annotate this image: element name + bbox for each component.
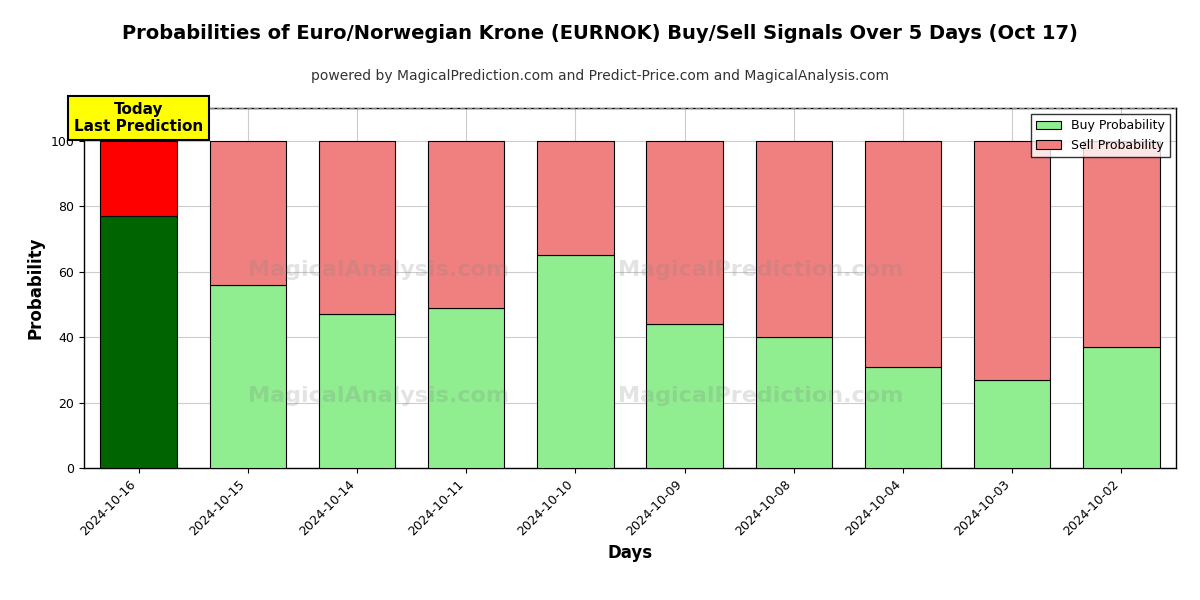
X-axis label: Days: Days (607, 544, 653, 562)
Bar (428, 141, 504, 308)
Bar (865, 141, 941, 367)
Text: MagicalPrediction.com: MagicalPrediction.com (618, 260, 904, 280)
Text: Today
Last Prediction: Today Last Prediction (74, 101, 203, 134)
Bar (756, 141, 832, 337)
Bar (974, 380, 1050, 468)
Text: MagicalPrediction.com: MagicalPrediction.com (618, 386, 904, 406)
Bar (428, 308, 504, 468)
Bar (319, 314, 395, 468)
Bar (756, 337, 832, 468)
Bar (101, 141, 176, 216)
Y-axis label: Probability: Probability (26, 237, 44, 339)
Text: Probabilities of Euro/Norwegian Krone (EURNOK) Buy/Sell Signals Over 5 Days (Oct: Probabilities of Euro/Norwegian Krone (E… (122, 24, 1078, 43)
Bar (538, 141, 613, 255)
Bar (210, 285, 286, 468)
Bar (210, 141, 286, 285)
Bar (1084, 141, 1159, 347)
Bar (319, 141, 395, 314)
Bar (538, 255, 613, 468)
Bar (647, 141, 722, 324)
Text: powered by MagicalPrediction.com and Predict-Price.com and MagicalAnalysis.com: powered by MagicalPrediction.com and Pre… (311, 69, 889, 83)
Text: MagicalAnalysis.com: MagicalAnalysis.com (248, 260, 510, 280)
Text: MagicalAnalysis.com: MagicalAnalysis.com (248, 386, 510, 406)
Bar (647, 324, 722, 468)
Legend: Buy Probability, Sell Probability: Buy Probability, Sell Probability (1031, 114, 1170, 157)
Bar (1084, 347, 1159, 468)
Bar (974, 141, 1050, 380)
Bar (865, 367, 941, 468)
Bar (101, 216, 176, 468)
